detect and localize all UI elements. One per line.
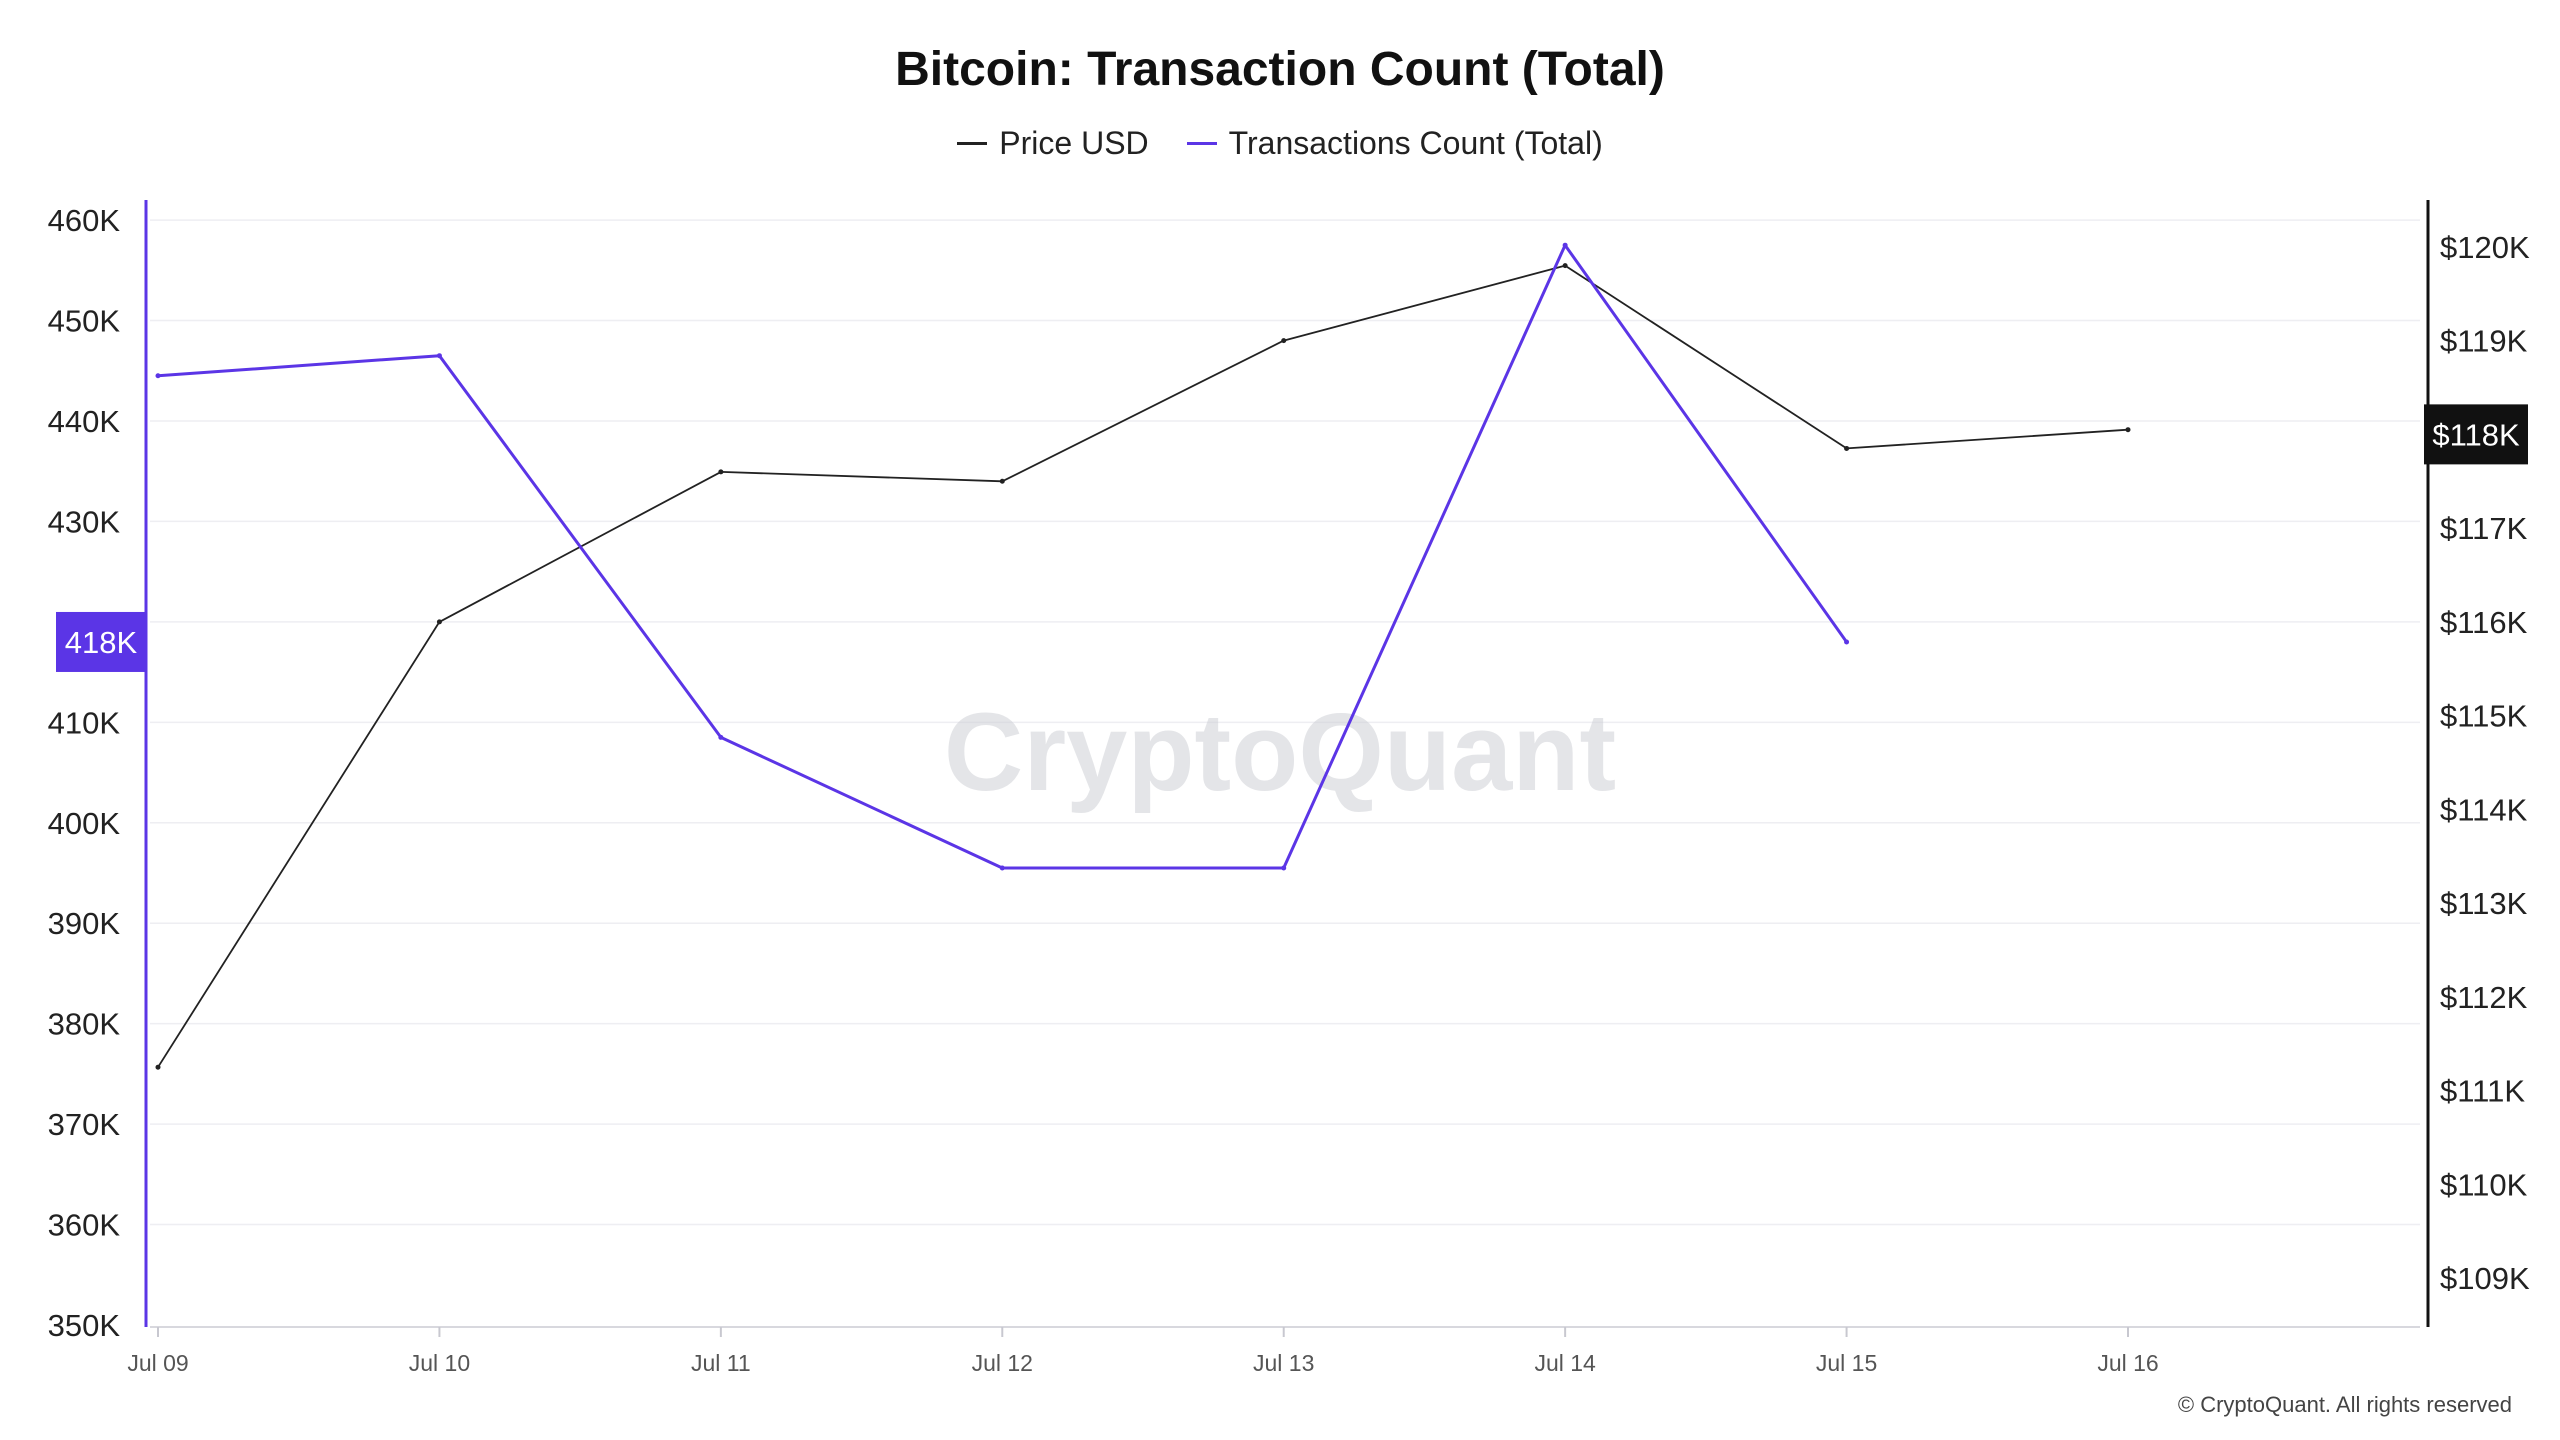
transactions-count-point — [1562, 242, 1568, 248]
right-axis-tick-label: $113K — [2440, 886, 2528, 921]
right-axis-tick-label: $109K — [2440, 1261, 2530, 1296]
right-axis-tick-label: $114K — [2440, 792, 2528, 827]
legend-swatch-price — [957, 142, 988, 145]
left-axis-tick-label: 370K — [48, 1107, 121, 1142]
legend-swatch-transactions — [1186, 142, 1217, 145]
legend: Price USD Transactions Count (Total) — [0, 125, 2560, 162]
right-value-marker-label: $118K — [2432, 417, 2520, 452]
price-usd-point — [436, 619, 442, 625]
price-usd-line — [157, 264, 2129, 1068]
legend-item-transactions[interactable]: Transactions Count (Total) — [1186, 125, 1603, 162]
x-axis-tick-label: Jul 15 — [1816, 1350, 1877, 1376]
left-axis-tick-label: 440K — [48, 404, 121, 439]
copyright-text: © CryptoQuant. All rights reserved — [2177, 1392, 2512, 1417]
transactions-count-point — [999, 865, 1005, 871]
right-axis-tick-label: $120K — [2440, 230, 2530, 265]
right-axis-tick-label: $119K — [2440, 324, 2528, 359]
left-axis-tick-label: 430K — [48, 504, 121, 539]
price-usd-point — [1281, 338, 1287, 344]
price-usd-point — [155, 1064, 161, 1070]
x-axis-tick-label: Jul 10 — [409, 1350, 470, 1376]
legend-label-price: Price USD — [999, 125, 1149, 161]
left-value-marker-box — [56, 611, 146, 672]
x-axis-tick-label: Jul 13 — [1253, 1350, 1314, 1376]
chart-title: Bitcoin: Transaction Count (Total) — [895, 43, 1665, 96]
left-axis-tick-label: 390K — [48, 906, 121, 941]
left-axis-tick-label: 410K — [48, 705, 121, 740]
right-axis-tick-label: $116K — [2440, 605, 2528, 640]
axes-layer: 460K 450K 440K 430K 410K 400K 390K 380K 370K 360K… — [48, 200, 2530, 1376]
series-layer — [155, 242, 2131, 1070]
transactions-count-point — [718, 734, 724, 740]
legend-item-price[interactable]: Price USD — [957, 125, 1149, 162]
left-axis-tick-label: 460K — [48, 203, 121, 238]
price-usd-point — [1562, 263, 1568, 269]
left-axis-tick-label: 360K — [48, 1208, 121, 1243]
right-value-marker-box — [2424, 404, 2528, 465]
left-axis-tick-label: 400K — [48, 806, 121, 841]
grid-layer — [150, 219, 2420, 1226]
right-axis-tick-label: $115K — [2440, 699, 2528, 734]
legend-label-transactions: Transactions Count (Total) — [1228, 125, 1603, 161]
left-axis-tick-label: 350K — [48, 1308, 121, 1343]
left-axis-tick-label: 450K — [48, 304, 121, 339]
right-axis-tick-label: $110K — [2440, 1167, 2528, 1202]
left-value-marker-label: 418K — [65, 625, 138, 660]
right-axis-tick-label: $111K — [2440, 1074, 2525, 1109]
x-axis-tick-label: Jul 11 — [691, 1350, 751, 1376]
x-axis-tick-label: Jul 12 — [972, 1350, 1033, 1376]
x-axis-tick-label: Jul 16 — [2097, 1350, 2158, 1376]
price-usd-point — [2125, 427, 2131, 433]
transactions-count-point — [1281, 865, 1287, 871]
right-axis-tick-label: $112K — [2440, 980, 2528, 1015]
left-axis-tick-label: 380K — [48, 1007, 121, 1042]
transactions-count-point — [1844, 639, 1850, 645]
x-axis-tick-label: Jul 14 — [1534, 1350, 1596, 1376]
watermark: CryptoQuant — [944, 691, 1616, 814]
price-usd-point — [999, 478, 1005, 484]
price-usd-point — [718, 469, 724, 475]
transactions-count-point — [436, 353, 442, 359]
x-axis-tick-label: Jul 09 — [127, 1350, 188, 1376]
marker-layer: 418K $118K — [56, 404, 2528, 672]
price-usd-point — [1844, 445, 1850, 451]
transactions-count-point — [155, 373, 161, 379]
right-axis-tick-label: $117K — [2440, 511, 2528, 546]
